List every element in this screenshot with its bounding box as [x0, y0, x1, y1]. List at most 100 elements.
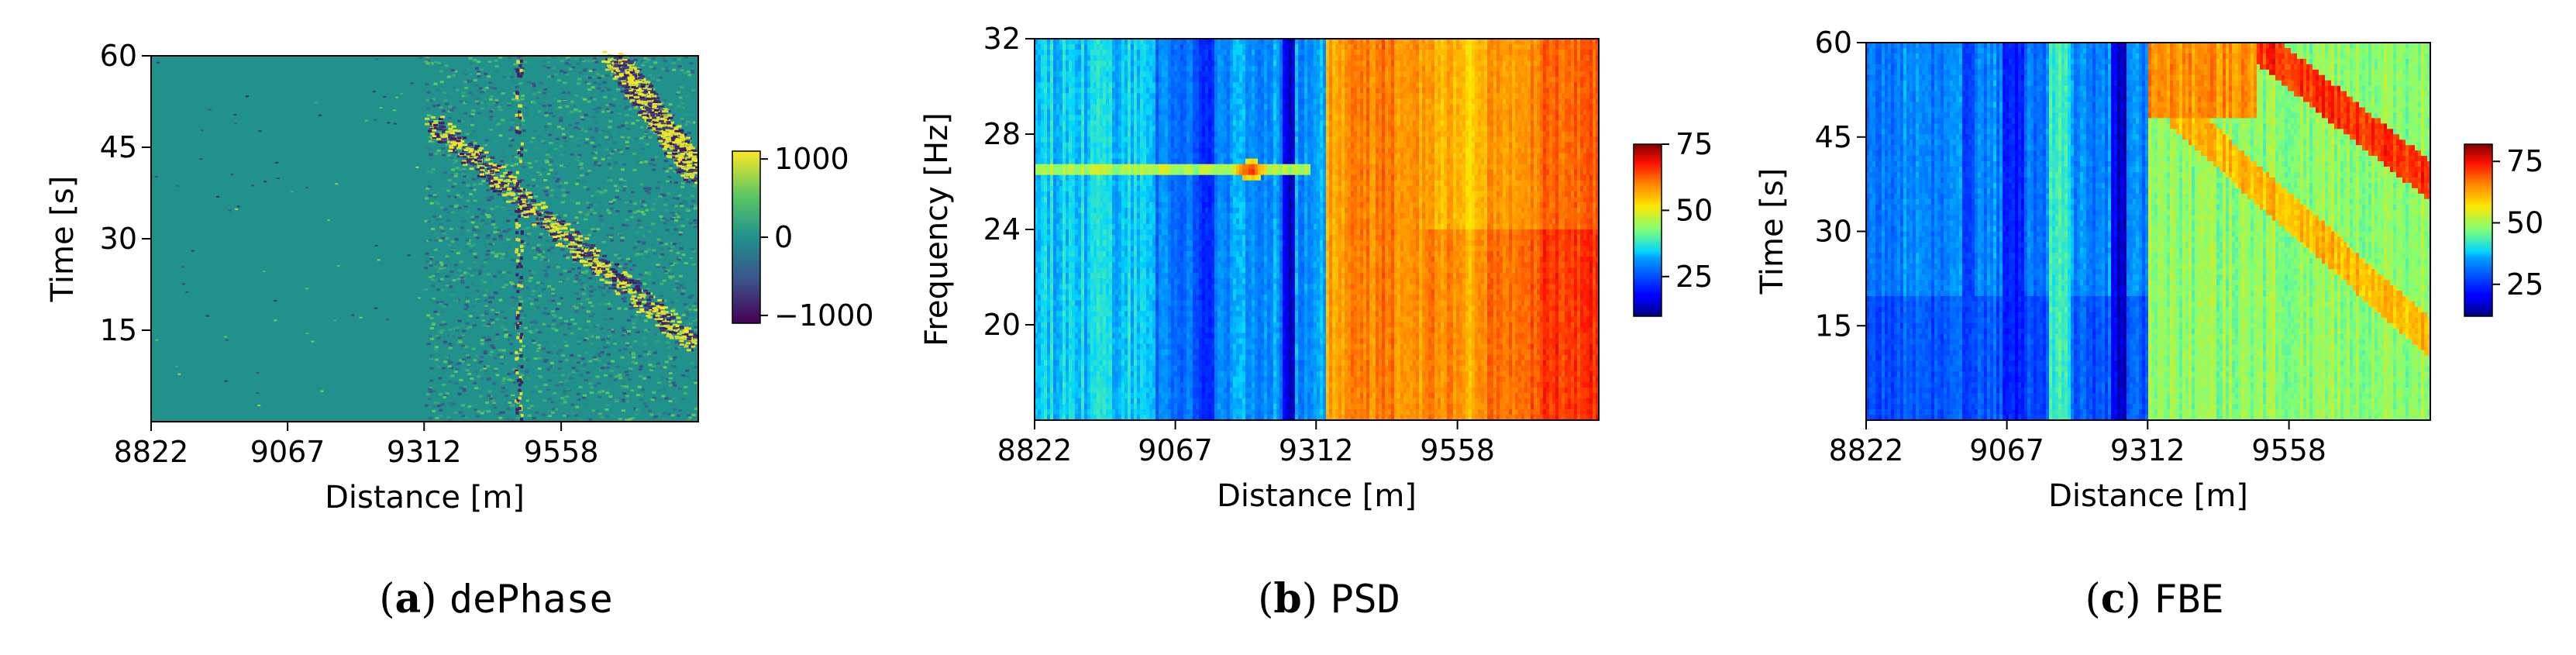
- heatmap-a-cell: [592, 294, 597, 297]
- heatmap-a-cell: [597, 162, 601, 165]
- heatmap-a-cell: [682, 333, 687, 336]
- heatmap-a-cell: [550, 310, 555, 313]
- heatmap-a-cell: [675, 298, 680, 302]
- heatmap-a-cell: [600, 353, 604, 356]
- heatmap-a-cell: [456, 136, 462, 140]
- heatmap-a-cell: [485, 401, 490, 404]
- heatmap-a-cell: [591, 76, 596, 79]
- heatmap-a-cell: [639, 93, 644, 96]
- heatmap-a-cell: [493, 280, 498, 283]
- heatmap-a-cell: [547, 417, 552, 420]
- heatmap-b-cell: [1041, 246, 1045, 252]
- heatmap-a-cell: [449, 134, 455, 137]
- heatmap-a-cell: [505, 376, 509, 379]
- heatmap-a-cell: [675, 336, 680, 340]
- heatmap-a-cell: [694, 222, 698, 225]
- heatmap-a-cell: [519, 68, 523, 72]
- heatmap-a-cell: [684, 329, 689, 333]
- heatmap-a-cell: [487, 174, 492, 178]
- heatmap-a-cell: [466, 305, 470, 309]
- heatmap-a-cell: [518, 126, 523, 129]
- heatmap-b-cell: [1038, 316, 1042, 323]
- heatmap-a-cell: [625, 91, 630, 95]
- heatmap-a-cell: [515, 171, 519, 174]
- heatmap-a-cell: [652, 164, 656, 167]
- heatmap-a-cell: [438, 377, 443, 380]
- heatmap-a-cell: [577, 62, 581, 65]
- heatmap-a-cell: [635, 253, 640, 256]
- heatmap-a-cell: [668, 323, 673, 326]
- heatmap-b-cell: [1050, 207, 1054, 214]
- heatmap-a-cell: [669, 273, 673, 276]
- heatmap-a-cell: [532, 271, 537, 274]
- heatmap-a-cell: [624, 107, 629, 110]
- heatmap-a-cell: [633, 87, 639, 90]
- heatmap-a-cell: [608, 136, 613, 139]
- heatmap-a-cell: [684, 345, 689, 348]
- heatmap-a-cell: [632, 326, 636, 329]
- heatmap-a-cell: [644, 84, 649, 87]
- heatmap-a-cell: [604, 68, 610, 71]
- heatmap-a-cell: [480, 313, 485, 316]
- heatmap-b-cell: [1050, 284, 1054, 290]
- heatmap-a-cell: [545, 227, 550, 230]
- heatmap-a-cell: [631, 343, 635, 346]
- heatmap-a-cell: [591, 266, 597, 269]
- heatmap-a-cell: [481, 273, 486, 276]
- heatmap-a-cell: [428, 261, 432, 264]
- heatmap-b-cell: [1047, 169, 1051, 176]
- heatmap-a-cell: [661, 345, 666, 348]
- heatmap-a-cell: [562, 245, 567, 248]
- colorbar-tick-label: 0: [774, 220, 793, 254]
- heatmap-a-cell: [664, 360, 669, 364]
- heatmap-a-cell: [604, 280, 608, 283]
- heatmap-a-cell: [584, 270, 589, 273]
- heatmap-a-cell: [494, 312, 499, 315]
- heatmap-a-cell: [507, 378, 511, 381]
- heatmap-a-cell: [680, 292, 685, 295]
- heatmap-a-cell: [457, 269, 462, 272]
- heatmap-a-cell: [502, 75, 507, 78]
- heatmap-a-cell: [677, 283, 682, 286]
- heatmap-a-cell: [594, 56, 599, 59]
- heatmap-b-cell: [1044, 403, 1048, 410]
- heatmap-a-cell: [680, 165, 685, 168]
- x-tick-label: 9312: [387, 435, 462, 469]
- heatmap-a-cell: [606, 302, 611, 305]
- heatmap-a-cell: [674, 144, 680, 147]
- heatmap-a-cell: [256, 372, 260, 374]
- heatmap-a-cell: [433, 82, 438, 85]
- heatmap-a-cell: [469, 167, 474, 171]
- heatmap-a-cell: [427, 148, 432, 151]
- heatmap-a-cell: [580, 115, 584, 119]
- heatmap-a-cell: [685, 369, 690, 372]
- heatmap-a-cell: [684, 262, 688, 265]
- heatmap-a-cell: [640, 205, 645, 209]
- heatmap-a-cell: [564, 395, 569, 398]
- heatmap-b-cell: [1053, 202, 1057, 209]
- heatmap-b-cell: [1044, 98, 1048, 105]
- heatmap-b-cell: [1050, 196, 1054, 203]
- heatmap-a-cell: [450, 141, 456, 144]
- heatmap-a-cell: [491, 403, 496, 406]
- heatmap-a-cell: [430, 88, 435, 91]
- heatmap-a-cell: [505, 169, 509, 172]
- heatmap-a-cell: [677, 105, 681, 108]
- heatmap-a-cell: [443, 322, 448, 326]
- heatmap-a-cell: [470, 94, 475, 97]
- heatmap-a-cell: [586, 320, 591, 323]
- heatmap-a-cell: [626, 257, 631, 260]
- heatmap-a-cell: [624, 89, 629, 92]
- heatmap-b-cell: [1041, 278, 1045, 284]
- heatmap-a-cell: [447, 179, 452, 182]
- heatmap-a-cell: [495, 333, 500, 336]
- heatmap-a-cell: [528, 193, 533, 196]
- heatmap-a-cell: [525, 193, 531, 196]
- heatmap-a-cell: [683, 303, 687, 306]
- heatmap-b-cell: [1044, 60, 1048, 67]
- heatmap-b-cell: [1047, 126, 1051, 133]
- heatmap-a-cell: [466, 160, 471, 164]
- heatmap-a-cell: [680, 86, 684, 89]
- heatmap-b-cell: [1038, 235, 1042, 241]
- heatmap-a-cell: [515, 91, 519, 95]
